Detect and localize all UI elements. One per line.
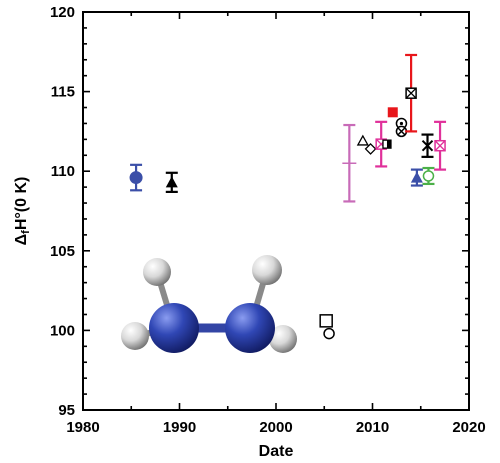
y-tick-label: 100 (50, 322, 75, 339)
hydrogen-atom (269, 325, 297, 353)
data-point (165, 171, 178, 193)
data-point (319, 314, 333, 328)
marker-cross (405, 87, 417, 99)
hydrogen-atom (143, 258, 171, 286)
marker-square (387, 107, 398, 118)
nitrogen-atom (225, 303, 275, 353)
data-point (323, 327, 335, 340)
x-tick-label: 1980 (66, 419, 99, 436)
marker-cross (434, 140, 446, 152)
data-point (434, 120, 447, 171)
hydrogen-atom (252, 255, 282, 285)
marker-x (421, 140, 434, 152)
data-point (387, 107, 398, 118)
marker-half (386, 140, 391, 149)
data-point (356, 134, 369, 146)
data-point (364, 142, 377, 155)
molecule-inset (121, 255, 297, 353)
x-tick-label: 2020 (452, 419, 485, 436)
nitrogen-atom (149, 303, 199, 353)
data-points (129, 53, 447, 340)
x-tick-label: 1990 (163, 419, 196, 436)
data-point (405, 53, 418, 133)
y-tick-label: 105 (50, 243, 75, 260)
data-point (421, 133, 434, 158)
y-tick-label: 95 (58, 402, 75, 419)
axis-ticks: 1980 1990 2000 2010 2020 95 100 105 110 115 120 (50, 4, 486, 436)
y-tick-label: 110 (51, 163, 75, 180)
data-point (395, 125, 408, 138)
marker-circle (129, 171, 143, 185)
marker-triangle (410, 171, 423, 183)
x-tick-label: 2010 (356, 419, 389, 436)
y-tick-label: 120 (50, 4, 75, 21)
marker-circle (323, 327, 335, 340)
y-axis-label: ΔfH°(0 K) (13, 177, 32, 246)
data-point (422, 166, 435, 186)
marker-cross (397, 127, 406, 136)
plot-frame (82, 11, 470, 411)
marker-diamond (364, 142, 377, 155)
marker-triangle (165, 176, 178, 188)
hydrogen-atom (121, 322, 149, 350)
data-point (382, 139, 392, 149)
y-tick-label: 115 (51, 84, 75, 101)
marker-triangle (356, 134, 369, 146)
marker-square (319, 314, 333, 328)
x-axis-label: Date (259, 443, 294, 460)
data-point (410, 168, 423, 187)
marker-dot (399, 121, 404, 126)
data-point (342, 123, 357, 203)
x-tick-label: 2000 (259, 419, 292, 436)
data-point (129, 163, 143, 192)
marker-circle (422, 170, 435, 182)
